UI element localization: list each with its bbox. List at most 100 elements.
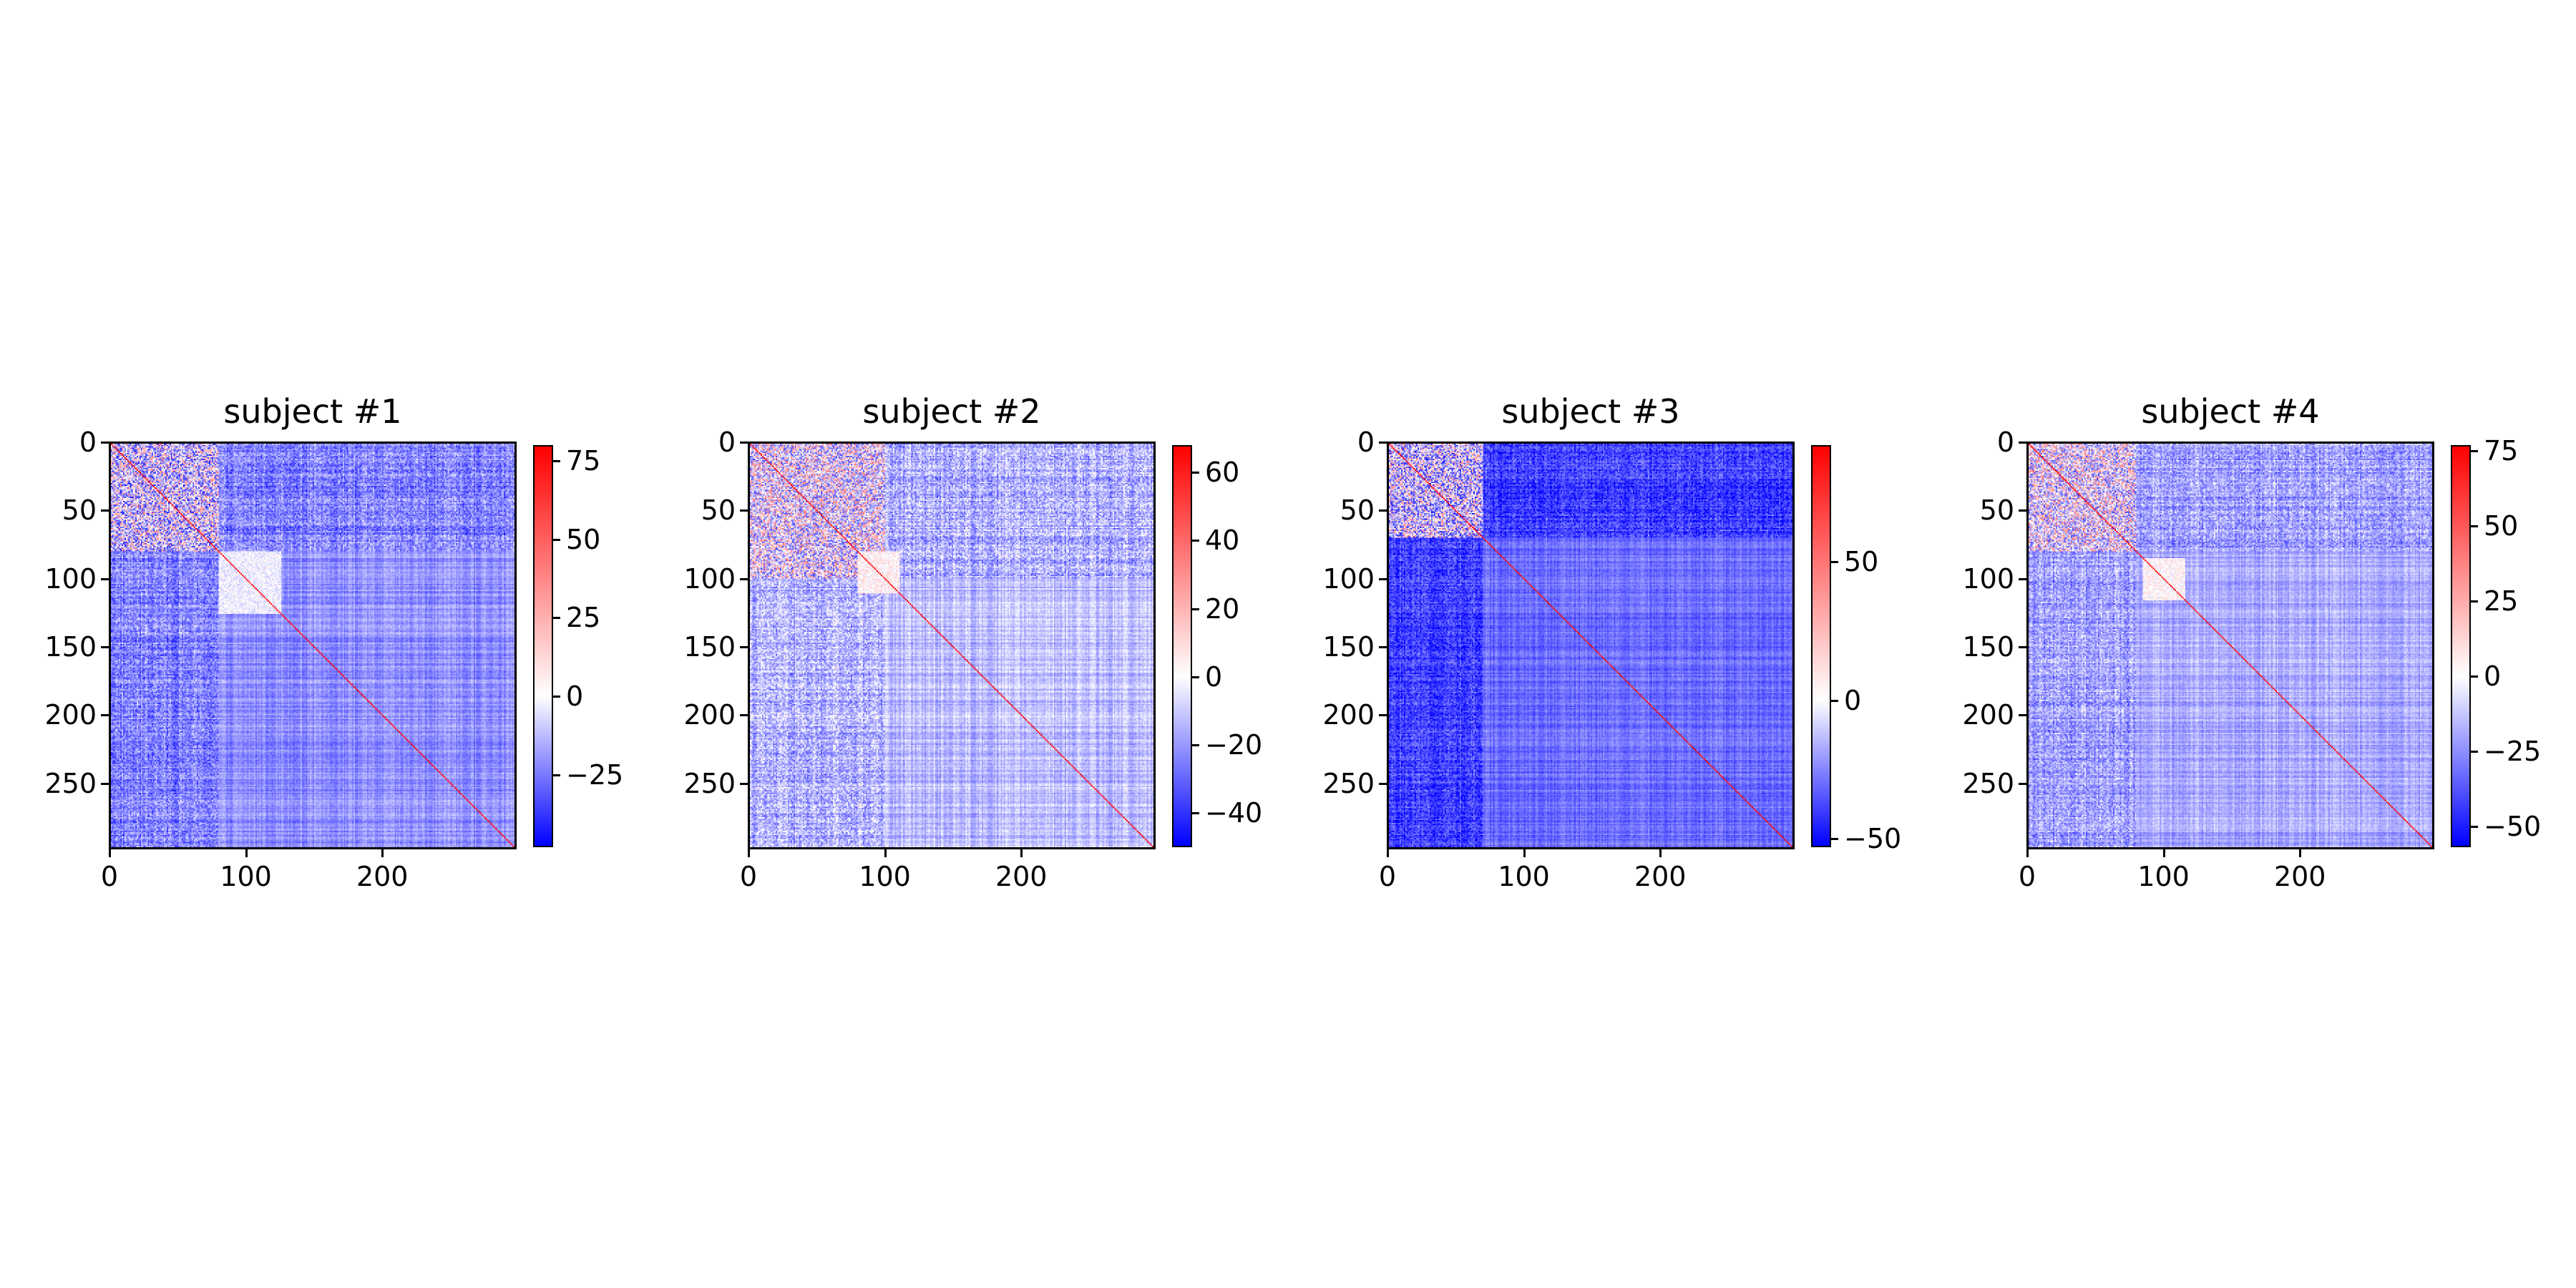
y-tick-mark [101, 441, 109, 444]
colorbar-tick-label: 0 [566, 680, 584, 713]
colorbar-tick-label: 40 [1205, 525, 1240, 557]
colorbar-tick-mark [1192, 812, 1199, 815]
y-tick-label: 50 [1979, 494, 2014, 527]
colorbar-tick-label: 25 [2484, 585, 2519, 618]
heatmap-image [748, 442, 1155, 849]
colorbar-tick-label: −50 [1844, 823, 1902, 855]
x-tick-mark [2299, 849, 2302, 857]
x-tick-label: 100 [1498, 861, 1550, 892]
y-tick-label: 100 [1322, 562, 1375, 595]
y-tick-mark [1379, 441, 1387, 444]
x-tick-label: 100 [859, 861, 911, 892]
y-tick-label: 0 [1996, 426, 2014, 458]
y-tick-mark [101, 645, 109, 648]
colorbar-tick-mark [553, 617, 560, 620]
x-tick-mark [2162, 849, 2165, 857]
y-tick-mark [101, 509, 109, 512]
y-tick-label: 50 [701, 494, 736, 527]
y-tick-label: 150 [44, 630, 97, 663]
x-tick-mark [1020, 849, 1023, 857]
colorbar-tick-mark [553, 538, 560, 541]
y-tick-label: 250 [683, 767, 736, 799]
y-tick-mark [1379, 509, 1387, 512]
colorbar-tick-mark [2471, 600, 2478, 603]
colorbar-tick-mark [1192, 744, 1199, 747]
y-tick-label: 0 [718, 426, 736, 458]
y-tick-mark [740, 714, 748, 717]
x-tick-label: 0 [739, 861, 758, 892]
y-tick-mark [2019, 714, 2027, 717]
y-tick-label: 0 [1357, 426, 1375, 458]
panel-title: subject #1 [223, 392, 402, 431]
colorbar-tick-label: 75 [566, 444, 601, 477]
colorbar-tick-label: −25 [566, 759, 624, 791]
x-tick-mark [1387, 849, 1389, 857]
y-tick-label: 250 [1322, 767, 1375, 799]
colorbar-tick-mark [1831, 838, 1838, 841]
x-tick-mark [381, 849, 384, 857]
y-tick-label: 150 [1962, 630, 2014, 663]
y-tick-mark [740, 645, 748, 648]
x-tick-label: 200 [1634, 861, 1687, 892]
y-tick-label: 150 [1322, 630, 1375, 663]
colorbar-tick-label: 20 [1205, 592, 1240, 625]
colorbar-tick-mark [2471, 675, 2478, 678]
colorbar-tick-mark [2471, 750, 2478, 753]
y-tick-mark [740, 577, 748, 580]
y-tick-label: 200 [1962, 699, 2014, 731]
colorbar-tick-label: 25 [566, 602, 601, 634]
colorbar-tick-mark [1192, 540, 1199, 542]
colorbar-tick-label: 0 [1844, 684, 1862, 716]
x-tick-label: 0 [2018, 861, 2036, 892]
colorbar-tick-label: 75 [2484, 435, 2519, 467]
heatmap-image [109, 442, 516, 849]
x-tick-mark [748, 849, 750, 857]
y-tick-label: 250 [1962, 767, 2014, 799]
colorbar [533, 445, 553, 847]
x-tick-label: 0 [1378, 861, 1397, 892]
y-tick-label: 100 [683, 562, 736, 595]
panel-title: subject #4 [2141, 392, 2320, 431]
y-tick-label: 150 [683, 630, 736, 663]
colorbar-tick-label: 50 [1844, 545, 1879, 577]
colorbar-tick-mark [1192, 472, 1199, 474]
y-tick-mark [101, 577, 109, 580]
colorbar-tick-mark [1192, 608, 1199, 610]
colorbar-tick-label: −50 [2484, 810, 2542, 842]
y-tick-mark [740, 509, 748, 512]
heatmap-image [1387, 442, 1794, 849]
x-tick-mark [245, 849, 248, 857]
x-tick-label: 0 [100, 861, 119, 892]
colorbar-tick-label: −20 [1205, 729, 1263, 761]
panel-title: subject #3 [1501, 392, 1680, 431]
colorbar-tick-label: 0 [2484, 660, 2502, 692]
y-tick-mark [1379, 782, 1387, 785]
x-tick-label: 200 [356, 861, 409, 892]
panel-title: subject #2 [862, 392, 1041, 431]
colorbar-tick-mark [1831, 699, 1838, 702]
x-tick-label: 100 [2137, 861, 2190, 892]
x-tick-mark [884, 849, 887, 857]
y-tick-mark [2019, 441, 2027, 444]
y-tick-mark [740, 441, 748, 444]
y-tick-mark [2019, 577, 2027, 580]
y-tick-label: 50 [62, 494, 97, 527]
colorbar-tick-label: 0 [1205, 660, 1223, 693]
colorbar [1811, 445, 1831, 847]
y-tick-mark [1379, 577, 1387, 580]
y-tick-mark [1379, 714, 1387, 717]
colorbar-tick-mark [2471, 450, 2478, 453]
y-tick-label: 0 [79, 426, 97, 458]
y-tick-label: 100 [44, 562, 97, 595]
colorbar-tick-mark [1831, 560, 1838, 563]
colorbar-tick-mark [553, 774, 560, 777]
y-tick-mark [101, 782, 109, 785]
heatmap-image [2027, 442, 2434, 849]
y-tick-mark [2019, 645, 2027, 648]
colorbar-tick-label: 60 [1205, 457, 1240, 489]
y-tick-mark [2019, 782, 2027, 785]
y-tick-label: 200 [1322, 699, 1375, 731]
